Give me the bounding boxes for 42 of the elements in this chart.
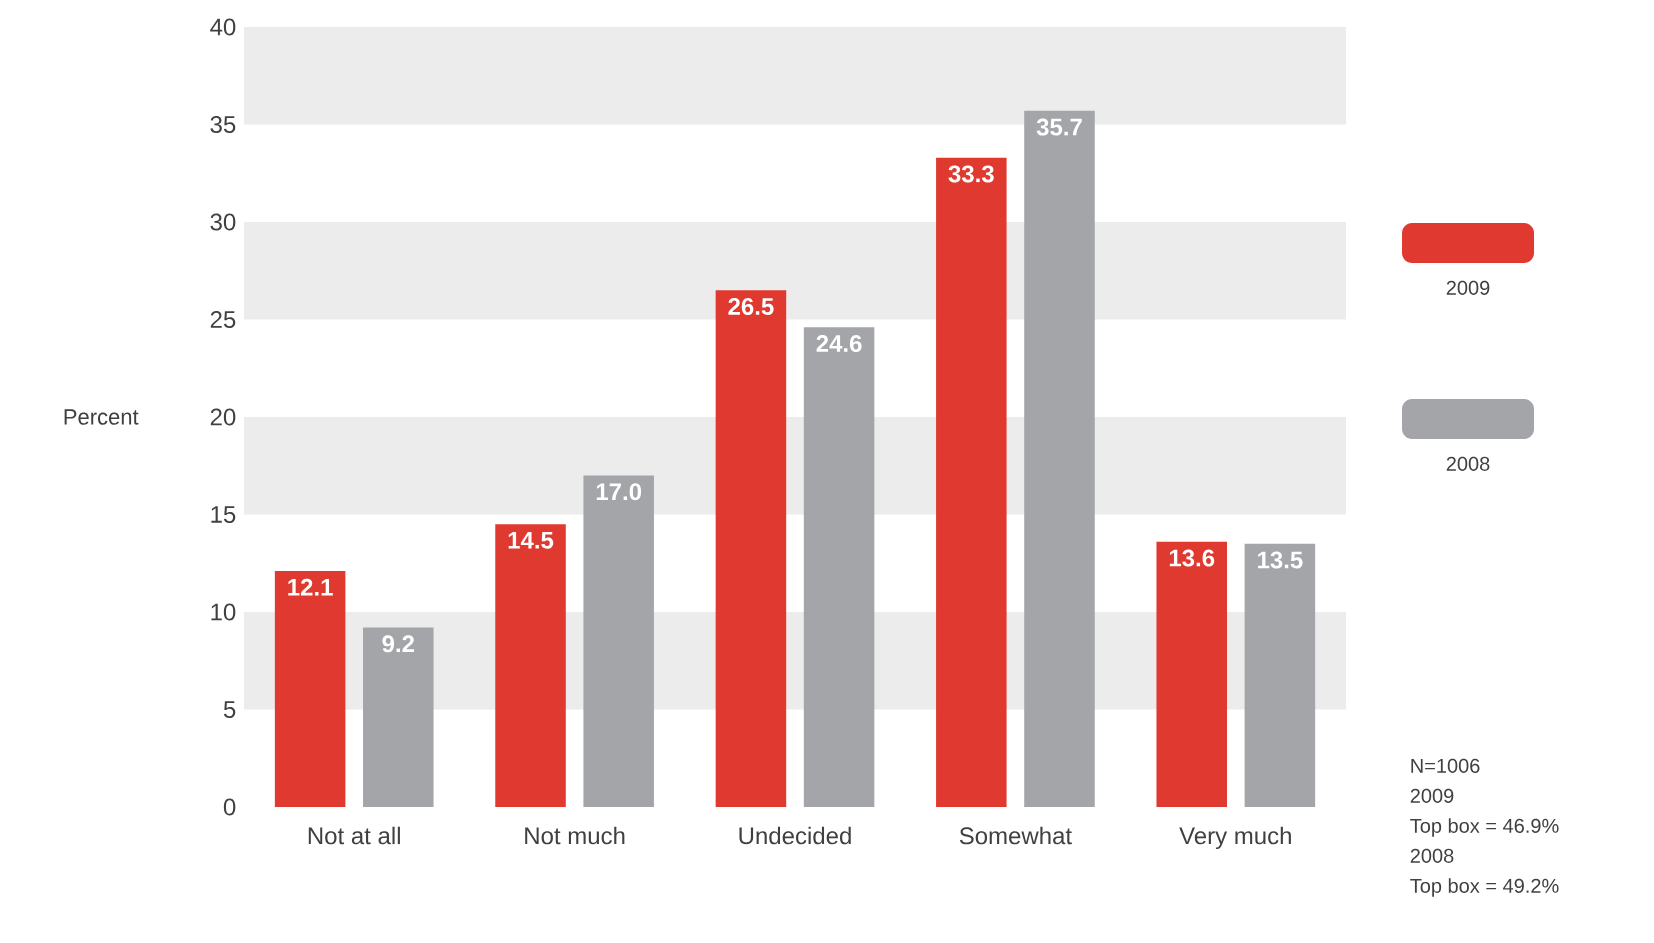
bar [274, 571, 346, 807]
data-label: 26.5 [728, 297, 774, 315]
text: 2009 [1410, 788, 1454, 803]
x-tick-label: Not at all [308, 826, 400, 845]
bar [803, 327, 875, 807]
x-tick-label: Very much [1179, 826, 1291, 850]
x-tick-label: Somewhat [959, 826, 1072, 845]
data-label: 13.6 [1169, 549, 1215, 567]
data-label: 12.1 [288, 578, 333, 596]
bar [1156, 541, 1227, 807]
data-label: 33.3 [948, 165, 994, 183]
y-tick-label: 5 [223, 701, 236, 718]
bar [936, 157, 1007, 807]
data-label: 17.0 [596, 483, 642, 501]
text: 2008 [1410, 848, 1454, 863]
y-tick-label: 0 [223, 798, 236, 816]
bar [495, 524, 566, 807]
y-tick-label: 10 [211, 603, 236, 621]
data-label: 35.7 [1036, 118, 1082, 136]
y-tick-label: 35 [210, 116, 236, 134]
bar [715, 290, 787, 807]
bar [363, 627, 434, 807]
y-tick-label: 25 [210, 311, 236, 329]
y-tick-label: 30 [210, 213, 236, 231]
bar [1024, 110, 1095, 807]
text: N=1006 [1411, 758, 1480, 773]
data-label: 13.5 [1258, 551, 1303, 569]
y-tick-label: 20 [210, 408, 236, 426]
text: Top box = 46.9% [1410, 818, 1559, 837]
x-tick-label: Undecided [739, 826, 851, 845]
y-tick-label: 15 [211, 506, 236, 523]
y-tick-label: 40 [210, 18, 236, 36]
y-axis-title: Percent [64, 409, 139, 425]
bar [1244, 543, 1316, 807]
data-label: 9.2 [382, 635, 414, 653]
text: Top box = 49.2% [1410, 878, 1559, 897]
text: 2009 [1446, 280, 1490, 295]
data-label: 14.5 [508, 531, 554, 549]
data-label: 24.6 [816, 335, 862, 353]
bar [583, 475, 654, 807]
x-tick-label: Not much [525, 826, 625, 845]
text: 2008 [1446, 456, 1490, 471]
